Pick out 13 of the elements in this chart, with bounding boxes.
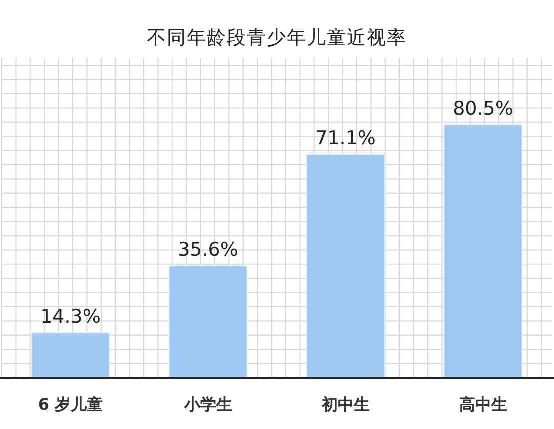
data-label: 71.1% (316, 128, 376, 150)
x-tick-label: 高中生 (459, 395, 508, 414)
data-label: 14.3% (40, 306, 101, 328)
bar (168, 266, 248, 378)
chart-title: 不同年龄段青少年儿童近视率 (147, 27, 407, 49)
bar (444, 124, 523, 378)
bar (31, 332, 110, 378)
x-tick-label: 初中生 (320, 395, 370, 414)
bar (306, 154, 386, 378)
x-tick-label: 小学生 (183, 395, 232, 414)
data-label: 35.6% (178, 239, 238, 262)
data-label: 80.5% (453, 98, 514, 120)
x-tick-label: 6 岁儿童 (38, 395, 104, 414)
